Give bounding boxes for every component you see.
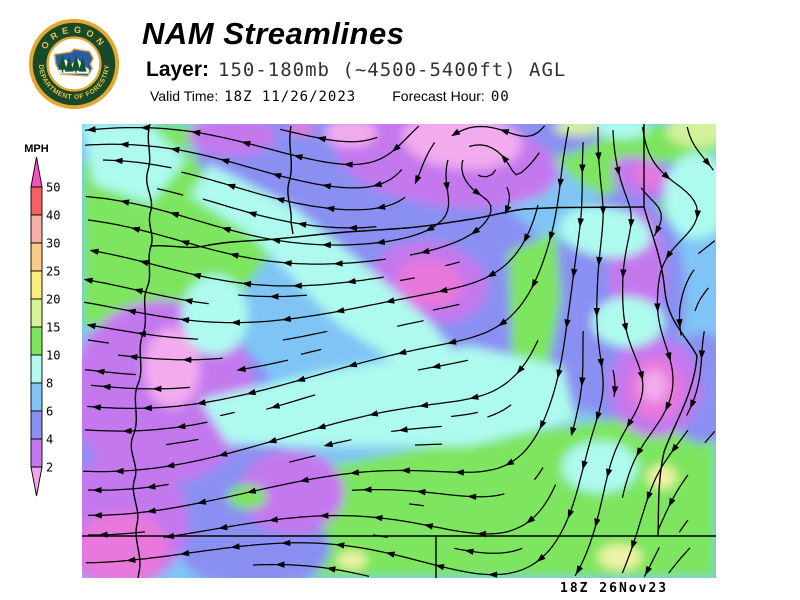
svg-text:50: 50 (46, 181, 60, 195)
valid-time-label: Valid Time: (150, 88, 219, 104)
svg-text:4: 4 (46, 433, 53, 447)
svg-text:6: 6 (46, 405, 53, 419)
svg-text:30: 30 (46, 237, 60, 251)
layer-row: Layer: 150-180mb (~4500-5400ft) AGL (146, 58, 566, 82)
svg-text:8: 8 (46, 377, 53, 391)
svg-text:40: 40 (46, 209, 60, 223)
wind-speed-legend: 50 40 30 25 20 15 10 8 6 4 2 MPH (24, 143, 60, 497)
forecast-hour-label: Forecast Hour: (392, 88, 485, 104)
valid-time-value: 18Z 11/26/2023 (224, 89, 357, 105)
page-title: NAM Streamlines (142, 16, 405, 51)
svg-text:20: 20 (46, 293, 60, 307)
svg-text:15: 15 (46, 321, 60, 335)
svg-text:25: 25 (46, 265, 60, 279)
odf-logo: OREGON DEPARTMENT OF FORESTRY (28, 18, 120, 110)
valid-time-row: Valid Time: 18Z 11/26/2023 Forecast Hour… (150, 88, 510, 105)
svg-text:MPH: MPH (24, 143, 49, 155)
layer-label: Layer: (146, 58, 210, 81)
svg-text:2: 2 (46, 461, 53, 475)
streamline-map (82, 124, 716, 578)
svg-text:10: 10 (46, 349, 60, 363)
forecast-hour-value: 00 (490, 89, 510, 105)
trees (58, 54, 87, 73)
layer-value: 150-180mb (~4500-5400ft) AGL (218, 59, 567, 81)
map-timestamp: 18Z 26Nov23 (560, 581, 669, 596)
streamlines (83, 125, 716, 578)
